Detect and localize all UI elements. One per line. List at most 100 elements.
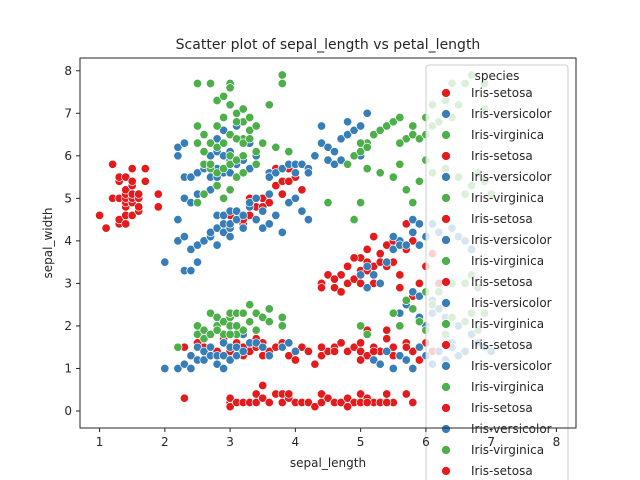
- data-point: [356, 270, 366, 280]
- legend: species Iris-setosa Iris-versicolor Iris-v…: [425, 64, 569, 480]
- data-point: [173, 363, 183, 374]
- legend-label: Iris-virginica: [471, 380, 544, 394]
- data-point: [382, 240, 392, 250]
- legend-label: Iris-versicolor: [471, 170, 552, 184]
- data-point: [205, 159, 216, 169]
- data-point: [186, 363, 196, 374]
- data-point: [414, 240, 424, 250]
- data-point: [375, 278, 385, 288]
- y-tick-label: 3: [64, 276, 72, 290]
- data-point: [232, 321, 242, 331]
- legend-marker: [441, 256, 451, 266]
- legend-marker: [441, 88, 451, 98]
- data-point: [179, 138, 189, 148]
- data-point: [316, 283, 327, 293]
- data-point: [388, 232, 398, 242]
- data-point: [245, 300, 255, 310]
- data-point: [264, 351, 274, 361]
- data-point: [369, 270, 379, 280]
- data-point: [349, 253, 359, 263]
- data-point: [173, 236, 183, 246]
- x-tick-label: 6: [422, 435, 430, 449]
- data-point: [277, 321, 287, 331]
- data-point: [401, 295, 411, 305]
- data-point: [408, 198, 418, 208]
- data-point: [134, 202, 144, 212]
- legend-marker: [441, 445, 451, 455]
- data-point: [362, 142, 372, 152]
- data-point: [232, 172, 242, 182]
- x-tick-label: 1: [96, 435, 104, 449]
- data-point: [356, 321, 366, 331]
- data-point: [205, 308, 216, 318]
- data-point: [238, 104, 248, 114]
- data-point: [251, 338, 261, 348]
- data-point: [95, 210, 105, 220]
- legend-label: Iris-setosa: [471, 338, 533, 352]
- data-point: [108, 159, 118, 169]
- data-point: [277, 342, 287, 352]
- data-point: [343, 117, 353, 127]
- data-point: [323, 155, 333, 165]
- data-point: [362, 397, 372, 408]
- x-tick-label: 4: [292, 435, 300, 449]
- data-point: [127, 164, 137, 174]
- data-point: [153, 189, 163, 199]
- data-point: [408, 304, 418, 314]
- data-point: [362, 261, 372, 271]
- data-point: [271, 181, 281, 191]
- data-point: [290, 346, 300, 356]
- data-point: [258, 342, 268, 352]
- data-point: [290, 355, 300, 365]
- data-point: [297, 185, 307, 195]
- data-point: [329, 159, 340, 169]
- data-point: [205, 227, 216, 237]
- data-point: [212, 240, 222, 250]
- data-point: [395, 138, 405, 148]
- data-point: [395, 112, 405, 123]
- plot-frame: [79, 57, 577, 429]
- data-point: [343, 159, 353, 169]
- data-point: [245, 134, 255, 144]
- data-point: [277, 78, 287, 89]
- legend-label: Iris-setosa: [471, 401, 533, 415]
- data-point: [127, 176, 137, 186]
- data-point: [258, 223, 268, 233]
- data-point: [323, 198, 333, 208]
- data-point: [297, 342, 307, 352]
- data-point: [316, 389, 327, 399]
- data-point: [192, 138, 203, 148]
- y-tick-label: 2: [64, 319, 72, 333]
- data-point: [232, 342, 242, 352]
- data-point: [414, 134, 424, 144]
- data-point: [238, 168, 248, 178]
- data-point: [356, 338, 366, 348]
- legend-label: Iris-versicolor: [471, 107, 552, 121]
- x-tick-label: 5: [357, 435, 365, 449]
- data-point: [356, 355, 366, 365]
- data-point: [362, 164, 372, 174]
- data-point: [382, 397, 392, 408]
- data-point: [199, 147, 209, 157]
- data-point: [284, 176, 294, 186]
- data-point: [395, 270, 405, 280]
- data-point: [382, 257, 392, 267]
- data-point: [336, 338, 346, 348]
- data-point: [323, 142, 333, 152]
- y-tick-label: 5: [64, 191, 72, 205]
- data-point: [310, 151, 320, 161]
- legend-marker: [441, 151, 451, 161]
- data-point: [101, 223, 111, 233]
- data-point: [401, 134, 411, 144]
- data-point: [362, 283, 372, 293]
- data-point: [245, 164, 255, 174]
- data-point: [251, 325, 261, 335]
- data-point: [225, 83, 235, 93]
- data-point: [238, 223, 248, 233]
- data-point: [219, 193, 229, 203]
- data-point: [179, 393, 189, 403]
- data-point: [369, 232, 379, 242]
- data-point: [225, 329, 235, 339]
- data-point: [232, 117, 242, 127]
